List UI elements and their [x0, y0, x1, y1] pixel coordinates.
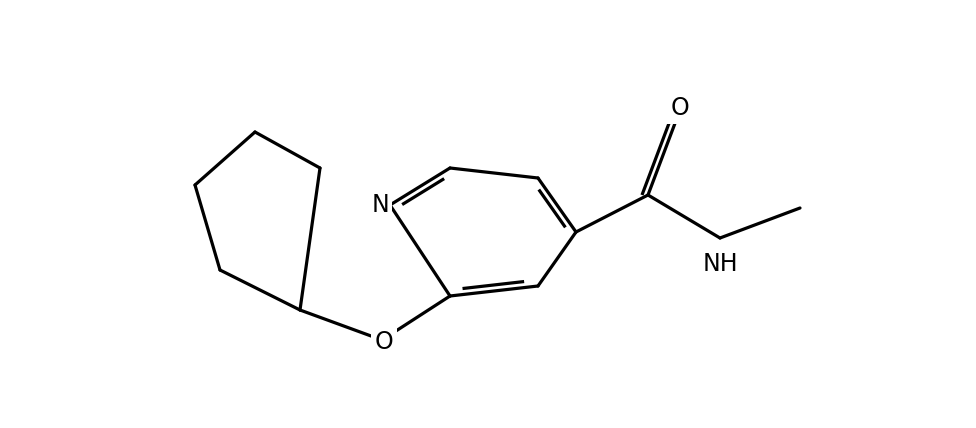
- Text: N: N: [371, 193, 388, 217]
- Text: O: O: [671, 96, 689, 120]
- Text: O: O: [375, 330, 393, 354]
- Text: NH: NH: [702, 252, 738, 276]
